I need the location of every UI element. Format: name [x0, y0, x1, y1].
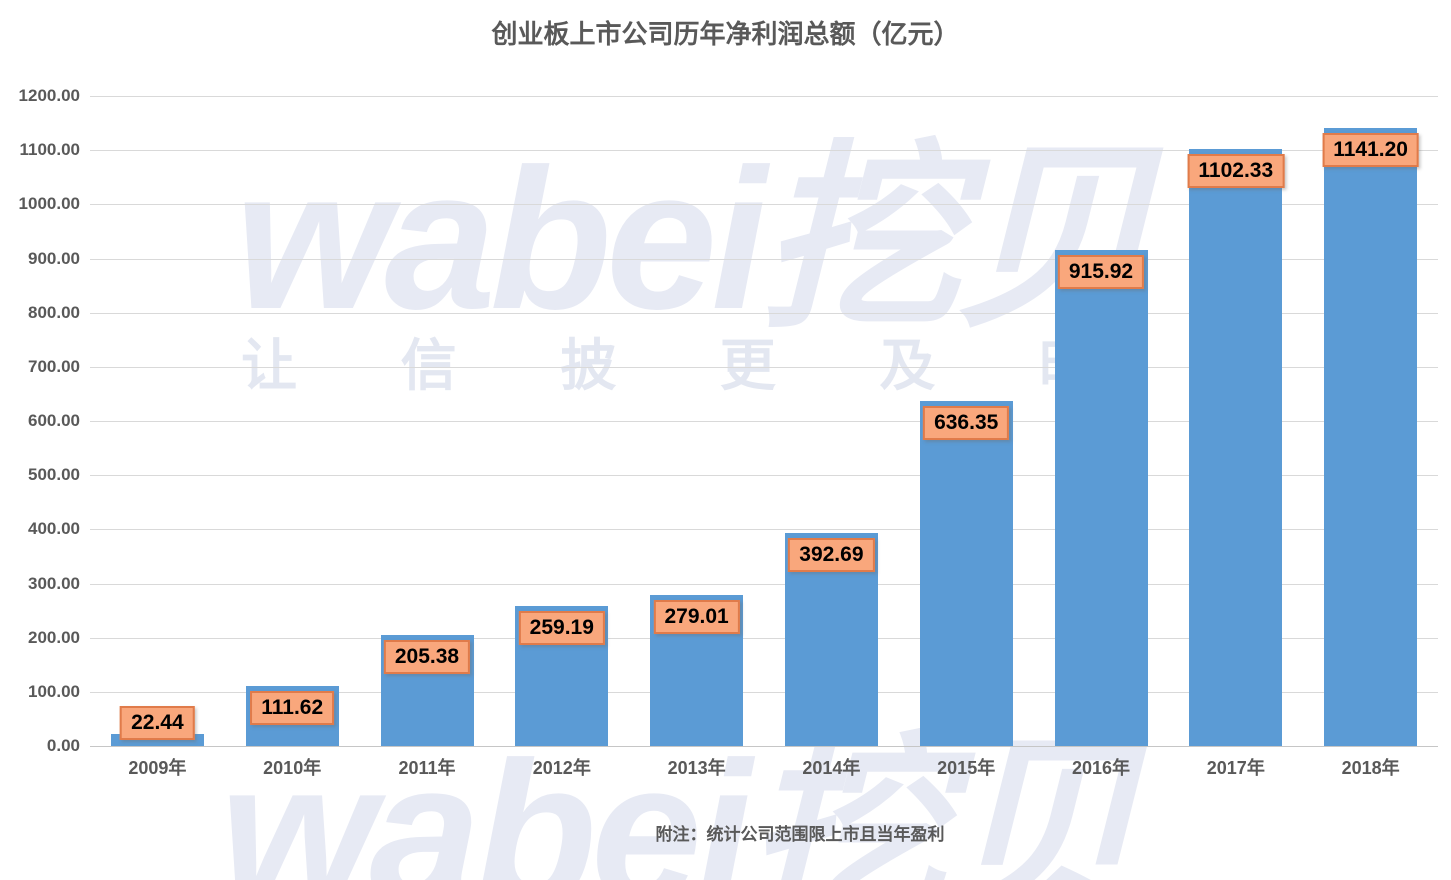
gridline-0: [90, 746, 1438, 747]
y-tick-label: 0.00: [46, 736, 80, 755]
x-tick-label: 2014年: [802, 758, 861, 778]
gridline-1200: [90, 96, 1438, 97]
x-tick-label: 2015年: [937, 758, 996, 778]
gridline-600: [90, 421, 1438, 422]
watermark-slogan: 让 信 披 更 及 时: [241, 334, 1139, 397]
x-tick-label: 2017年: [1206, 758, 1265, 778]
bar-value-label: 636.35: [923, 406, 1010, 441]
y-tick-label: 1000.00: [18, 194, 80, 213]
gridline-100: [90, 692, 1438, 693]
x-tick-label: 2013年: [667, 758, 726, 778]
y-tick-label: 300.00: [28, 574, 80, 593]
y-tick-label: 1100.00: [19, 140, 80, 159]
bar-2017年: [1189, 149, 1282, 746]
x-tick-label: 2018年: [1341, 758, 1400, 778]
bar-2018年: [1324, 128, 1417, 746]
gridline-700: [90, 367, 1438, 368]
y-tick-label: 600.00: [28, 411, 80, 430]
bar-value-label: 279.01: [653, 600, 740, 635]
bar-value-label: 111.62: [250, 691, 335, 726]
x-tick-label: 2016年: [1071, 758, 1131, 778]
bar-value-label: 259.19: [518, 611, 605, 646]
x-tick-label: 2011年: [398, 758, 456, 778]
x-tick-label: 2012年: [532, 758, 591, 778]
gridline-300: [90, 584, 1438, 585]
watermark-brand: wabei挖贝: [235, 128, 1155, 351]
watermark-brand-bottom: wabei挖贝: [220, 721, 1140, 880]
bar-2016年: [1055, 250, 1148, 746]
bar-value-label: 1102.33: [1187, 154, 1285, 189]
x-tick-label: 2009年: [128, 758, 187, 778]
y-tick-label: 500.00: [28, 465, 80, 484]
bar-value-label: 392.69: [788, 538, 875, 573]
bar-value-label: 915.92: [1057, 255, 1145, 290]
chart-title: 创业板上市公司历年净利润总额（亿元）: [491, 19, 960, 49]
bar-2015年: [920, 401, 1013, 746]
gridline-1000: [90, 204, 1438, 205]
gridline-500: [90, 475, 1438, 476]
bar-value-label: 22.44: [120, 706, 195, 741]
gridline-800: [90, 313, 1438, 314]
y-tick-label: 400.00: [28, 519, 80, 538]
x-tick-label: 2010年: [263, 758, 322, 778]
y-tick-label: 100.00: [28, 682, 80, 701]
gridline-200: [90, 638, 1438, 639]
bar-value-label: 205.38: [383, 640, 471, 675]
gridline-900: [90, 259, 1438, 260]
y-tick-label: 700.00: [28, 357, 80, 376]
y-tick-label: 200.00: [28, 628, 80, 647]
y-tick-label: 900.00: [28, 249, 80, 268]
footnote: 附注：统计公司范围限上市且当年盈利: [655, 825, 945, 844]
y-tick-label: 1200.00: [18, 86, 80, 105]
bar-value-label: 1141.20: [1322, 133, 1419, 168]
gridline-400: [90, 529, 1438, 530]
gridline-1100: [90, 150, 1438, 151]
y-tick-label: 800.00: [28, 303, 80, 322]
